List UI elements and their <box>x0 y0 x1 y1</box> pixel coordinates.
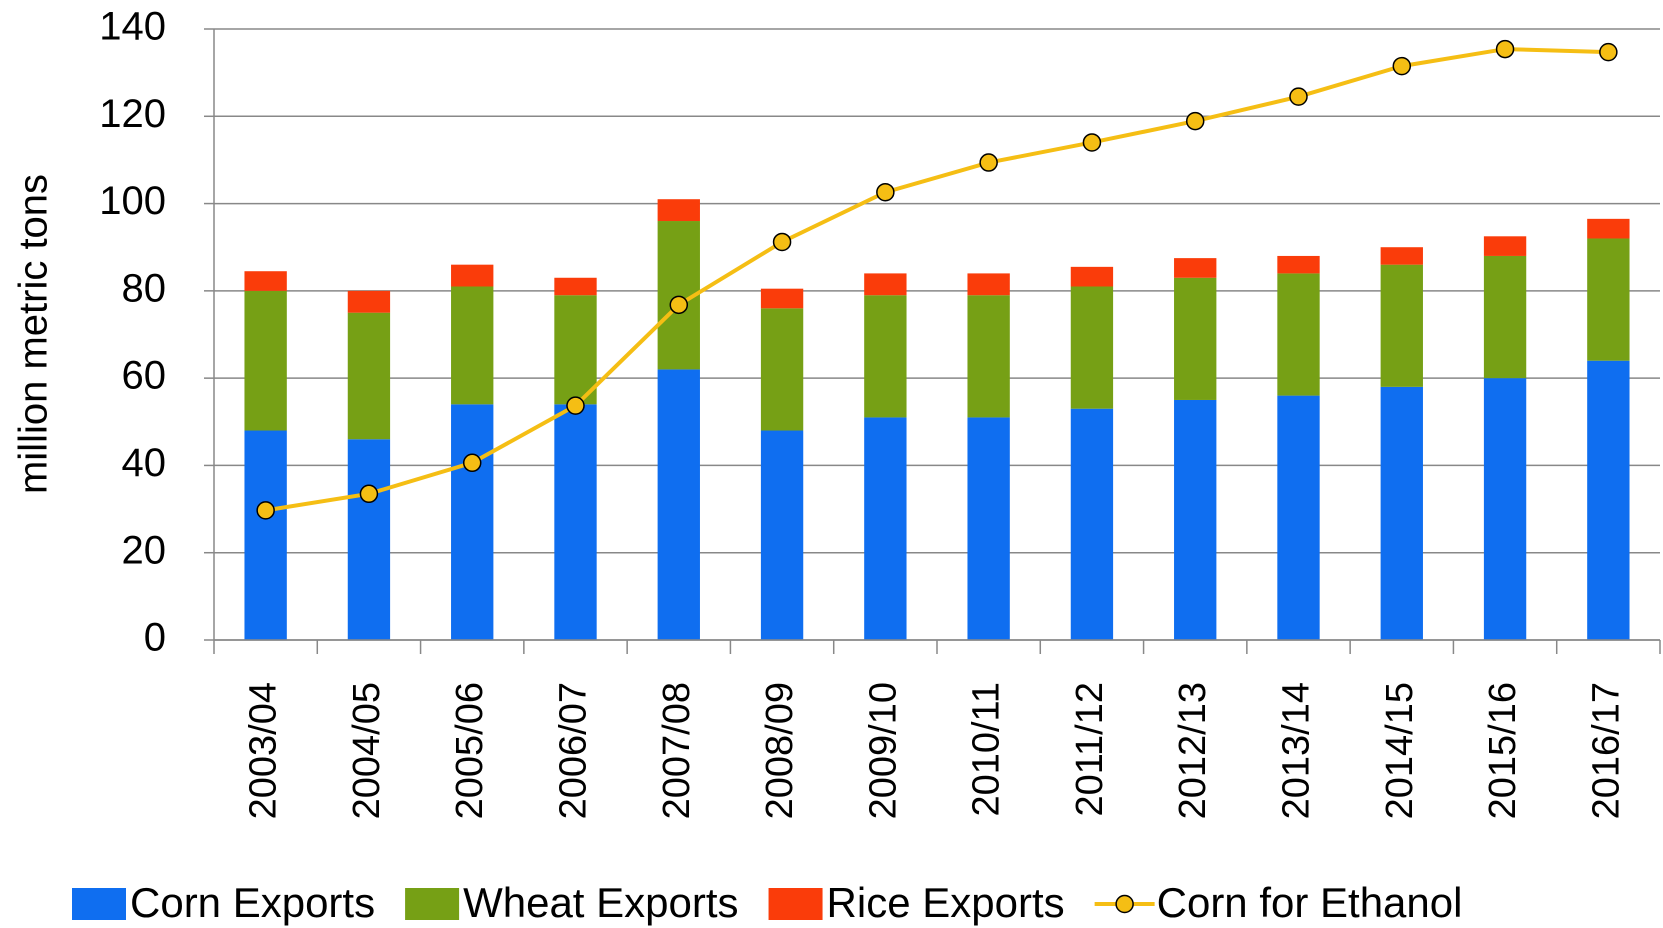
line-marker <box>979 153 998 172</box>
legend-marker <box>1115 894 1134 914</box>
bar-segment <box>1174 399 1217 640</box>
x-tick-label: 2008/09 <box>759 682 801 819</box>
bar-segment <box>1174 258 1217 278</box>
y-axis-title: million metric tons <box>12 174 56 494</box>
line-marker <box>566 396 585 415</box>
legend-label: Corn Exports <box>130 879 375 926</box>
line-marker <box>669 295 689 315</box>
bar-segment <box>347 312 391 440</box>
line-marker <box>462 453 482 473</box>
line <box>265 47 1609 513</box>
legend-swatch <box>405 888 460 920</box>
y-tick-label: 40 <box>122 441 167 485</box>
bar-segment <box>1587 238 1630 361</box>
y-tick-label: 120 <box>99 92 166 136</box>
bar-segment <box>967 273 1010 296</box>
bar-segment <box>967 417 1010 640</box>
bar-segment <box>1587 360 1630 640</box>
bar-segment <box>1483 378 1527 640</box>
bar-segment <box>1277 273 1320 396</box>
y-tick-label: 0 <box>144 616 166 660</box>
line-marker <box>772 232 792 252</box>
bar-segment <box>760 288 804 309</box>
y-tick-label: 80 <box>122 266 167 310</box>
y-tick-label: 20 <box>122 528 167 572</box>
bar-segment <box>554 295 597 405</box>
bar-segment <box>1174 277 1217 400</box>
bar-segment <box>554 277 597 296</box>
x-tick-label: 2012/13 <box>1172 682 1214 819</box>
line-marker <box>1392 56 1412 76</box>
bar-segment <box>967 295 1010 418</box>
bar-segment <box>760 308 804 431</box>
x-tick-label: 2015/16 <box>1482 682 1524 819</box>
bar-segment <box>1070 266 1114 287</box>
line-marker <box>256 501 275 520</box>
line-marker <box>1082 133 1102 152</box>
legend-label: Corn for Ethanol <box>1157 879 1463 926</box>
line-marker <box>1289 87 1308 106</box>
x-tick-label: 2006/07 <box>553 682 595 819</box>
x-tick-label: 2010/11 <box>966 682 1008 817</box>
x-tick-label: 2016/17 <box>1585 682 1627 819</box>
bar-segment <box>760 430 804 640</box>
bar-segment <box>1483 236 1527 256</box>
bar-segment <box>657 369 700 640</box>
bar-segment <box>1380 264 1423 387</box>
bar-segment <box>1380 386 1423 640</box>
legend-label: Rice Exports <box>827 879 1065 926</box>
bar-segment <box>347 290 391 313</box>
line-marker <box>1185 111 1205 131</box>
x-tick-label: 2004/05 <box>346 682 388 819</box>
bar-segment <box>1380 247 1423 265</box>
bar-segment <box>1277 255 1320 274</box>
x-tick-label: 2003/04 <box>243 682 285 819</box>
bar-segment <box>1587 218 1630 239</box>
bar-segment <box>864 295 907 418</box>
x-tick-label: 2009/10 <box>862 682 904 819</box>
y-tick-label: 60 <box>122 354 167 398</box>
bar-segment <box>864 273 907 296</box>
bar-segment <box>244 271 287 291</box>
bar-segment <box>451 286 494 405</box>
bar-segment <box>451 404 494 640</box>
bar-segment <box>244 290 287 431</box>
y-tick-label: 100 <box>99 179 166 223</box>
x-tick-label: 2007/08 <box>656 682 698 819</box>
line-marker <box>1495 39 1515 59</box>
x-tick-label: 2005/06 <box>449 682 491 819</box>
bar-segment <box>657 199 700 222</box>
x-tick-label: 2011/12 <box>1069 682 1111 817</box>
bar-segment <box>1070 408 1114 640</box>
line-marker <box>1599 42 1618 62</box>
bar-segment <box>554 404 597 640</box>
bar-segment <box>244 430 287 640</box>
y-tick-label: 140 <box>99 5 166 49</box>
legend-label: Wheat Exports <box>463 879 738 926</box>
bar-segment <box>864 417 907 640</box>
bar-segment <box>347 439 391 640</box>
legend-swatch <box>72 888 126 920</box>
bar-segment <box>1070 286 1114 409</box>
x-tick-label: 2014/15 <box>1379 682 1421 819</box>
line-marker <box>876 182 895 202</box>
bar-segment <box>451 264 494 287</box>
x-tick-label: 2013/14 <box>1276 682 1318 819</box>
bar-segment <box>1277 395 1320 640</box>
bar-segment <box>1483 255 1527 379</box>
legend-swatch <box>768 888 823 920</box>
line-marker <box>359 484 379 504</box>
